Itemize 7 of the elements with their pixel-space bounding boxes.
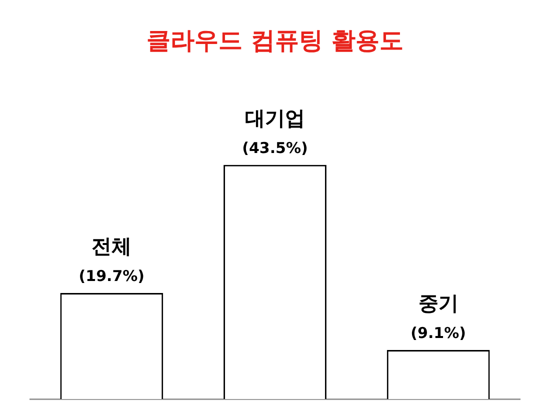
data-label: (19.7%) [78,266,145,285]
chart-title: 클라우드 컴퓨팅 활용도 [146,26,404,55]
data-label: (9.1%) [410,324,466,342]
x-tick-label: 전체 [92,234,132,258]
data-label: (43.5%) [242,138,308,157]
x-tick-label: 대기업 [245,106,305,130]
x-tick-label: 중기 [418,291,458,316]
